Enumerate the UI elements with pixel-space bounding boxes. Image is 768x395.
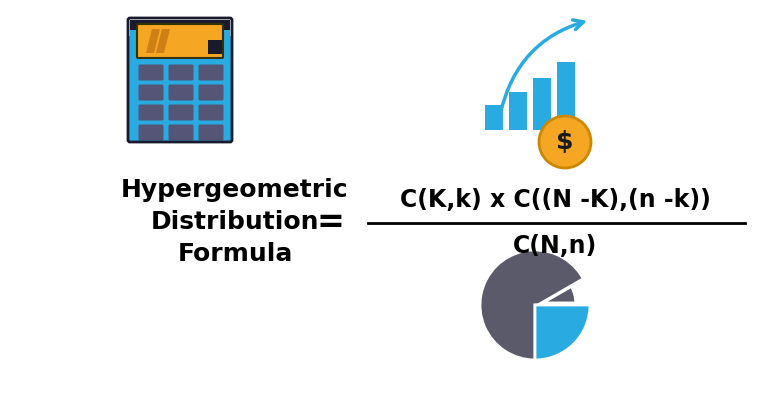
Text: Hypergeometric: Hypergeometric — [121, 178, 349, 202]
Bar — [208, 40, 222, 54]
Polygon shape — [156, 29, 170, 53]
FancyBboxPatch shape — [138, 124, 164, 141]
Bar — [485, 105, 503, 130]
Polygon shape — [146, 29, 160, 53]
FancyBboxPatch shape — [168, 85, 194, 100]
Bar — [533, 78, 551, 130]
FancyBboxPatch shape — [138, 105, 164, 120]
FancyBboxPatch shape — [168, 64, 194, 81]
Wedge shape — [535, 305, 590, 360]
FancyBboxPatch shape — [168, 124, 194, 141]
Circle shape — [539, 116, 591, 168]
Bar — [130, 20, 230, 38]
FancyBboxPatch shape — [198, 124, 223, 141]
Text: =: = — [316, 205, 344, 239]
Wedge shape — [535, 278, 590, 305]
Bar — [130, 30, 230, 42]
Bar — [557, 62, 575, 130]
FancyBboxPatch shape — [128, 36, 232, 142]
Wedge shape — [480, 250, 590, 360]
FancyBboxPatch shape — [168, 105, 194, 120]
FancyBboxPatch shape — [198, 105, 223, 120]
Bar — [509, 92, 527, 130]
FancyBboxPatch shape — [137, 24, 223, 58]
Text: Distribution: Distribution — [151, 210, 319, 234]
Text: Formula: Formula — [177, 242, 293, 266]
Text: $: $ — [556, 130, 574, 154]
FancyBboxPatch shape — [138, 64, 164, 81]
FancyBboxPatch shape — [138, 85, 164, 100]
FancyBboxPatch shape — [198, 64, 223, 81]
Wedge shape — [543, 286, 576, 303]
Text: C(K,k) x C((N -K),(n -k)): C(K,k) x C((N -K),(n -k)) — [399, 188, 710, 212]
Text: C(N,n): C(N,n) — [513, 234, 598, 258]
FancyBboxPatch shape — [198, 85, 223, 100]
